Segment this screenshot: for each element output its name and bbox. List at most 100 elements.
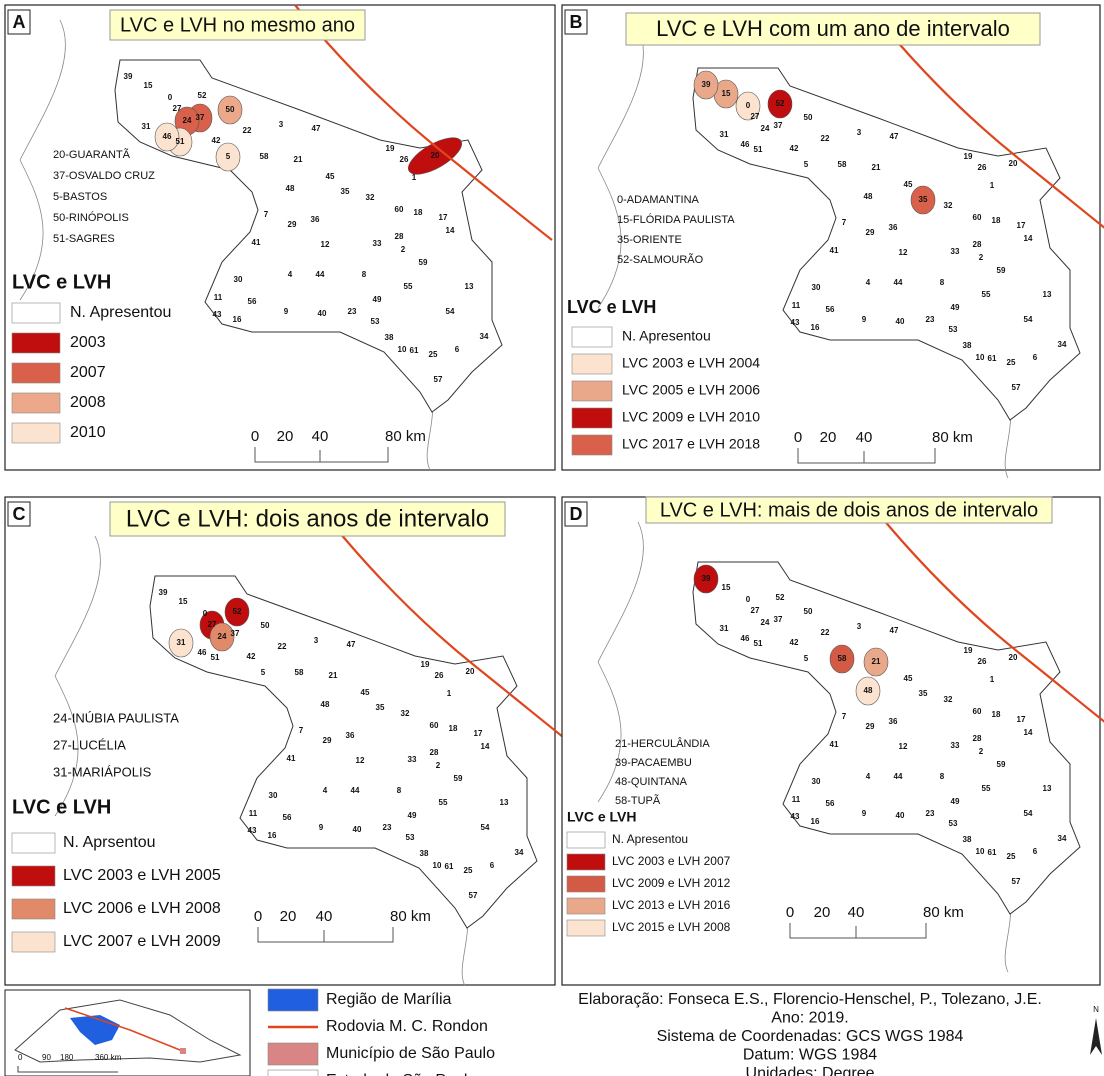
municipality-label: 48 <box>864 686 873 695</box>
scale-label: 20 <box>277 428 294 445</box>
municipality-label: 36 <box>889 223 898 232</box>
municipality-label: 53 <box>371 317 380 326</box>
municipality-label: 6 <box>455 345 460 354</box>
municipality-label: 34 <box>1058 834 1067 843</box>
scale-label: 80 km <box>932 429 973 446</box>
municipality-label: 52 <box>198 91 207 100</box>
municipality-label: 39 <box>702 80 711 89</box>
legend-label: LVC 2003 e LVH 2004 <box>622 355 760 371</box>
municipality-label: 38 <box>963 835 972 844</box>
municipality-label: 22 <box>243 126 252 135</box>
panel-letter: A <box>13 12 26 32</box>
municipality-label: 51 <box>176 137 185 146</box>
municipality-label: 4 <box>288 270 293 279</box>
legend-label: N. Apresentou <box>612 832 688 846</box>
municipality-label: 24 <box>761 124 770 133</box>
municipality-label: 49 <box>951 797 960 806</box>
municipality-label: 45 <box>904 674 913 683</box>
municipality-label: 39 <box>124 72 133 81</box>
municipality-label: 26 <box>400 155 409 164</box>
municipality-label: 58 <box>260 152 269 161</box>
municipality-label: 1 <box>447 689 452 698</box>
municipality-label: 25 <box>1007 852 1016 861</box>
municipality-label: 50 <box>804 607 813 616</box>
municipality-label: 3 <box>857 128 862 137</box>
municipality-label: 7 <box>842 218 847 227</box>
municipality-label: 50 <box>226 105 235 114</box>
legend-label: LVC 2013 e LVH 2016 <box>612 898 731 912</box>
municipality-label: 59 <box>997 760 1006 769</box>
municipality-label: 14 <box>446 226 455 235</box>
municipality-label: 28 <box>395 232 404 241</box>
inset-scale-label: 180 <box>60 1053 74 1062</box>
municipality-label: 19 <box>421 660 430 669</box>
municipality-label: 46 <box>163 132 172 141</box>
legend-swatch <box>567 832 605 848</box>
panel-title: LVC e LVH com um ano de intervalo <box>656 16 1010 41</box>
municipality-label: 18 <box>992 216 1001 225</box>
inset-scale-label: 90 <box>42 1053 51 1062</box>
municipality-label: 46 <box>741 634 750 643</box>
figure: 3915052275024373122347465142192620158215… <box>0 0 1104 1076</box>
legend-label: LVC 2015 e LVH 2008 <box>612 920 731 934</box>
municipality-label: 48 <box>286 184 295 193</box>
legend-label: LVC 2009 e LVH 2010 <box>622 409 760 425</box>
municipality-label: 41 <box>830 740 839 749</box>
municipality-label: 32 <box>366 193 375 202</box>
municipality-label: 40 <box>896 317 905 326</box>
municipality-label: 7 <box>299 726 304 735</box>
municipality-label: 44 <box>894 278 903 287</box>
municipality-label: 28 <box>973 734 982 743</box>
municipality-label: 55 <box>982 290 991 299</box>
municipality-label: 57 <box>469 891 478 900</box>
municipality-label: 1 <box>412 173 417 182</box>
municipality-label: 12 <box>321 240 330 249</box>
municipality-label: 56 <box>826 799 835 808</box>
municipality-label: 9 <box>284 307 289 316</box>
municipality-label: 49 <box>951 303 960 312</box>
municipality-label: 2 <box>436 761 441 770</box>
municipality-label: 39 <box>159 588 168 597</box>
legend-swatch <box>12 393 60 413</box>
legend-title: LVC e LVH <box>12 796 111 818</box>
legend-swatch <box>567 898 605 914</box>
municipality-label: 12 <box>899 742 908 751</box>
municipality-label: 38 <box>420 849 429 858</box>
municipality-label: 10 <box>398 345 407 354</box>
municipality-label: 48 <box>321 700 330 709</box>
municipality-label: 26 <box>978 163 987 172</box>
municipality-label: 18 <box>449 724 458 733</box>
municipality-label: 11 <box>249 809 258 818</box>
scale-label: 80 km <box>390 908 431 925</box>
municipality-label: 29 <box>288 220 297 229</box>
municipality-label: 3 <box>314 636 319 645</box>
municipality-label: 43 <box>213 310 222 319</box>
municipality-label: 6 <box>1033 847 1038 856</box>
municipality-label: 57 <box>1012 383 1021 392</box>
legend-swatch <box>12 363 60 383</box>
municipality-label: 11 <box>214 293 223 302</box>
municipality-label: 42 <box>790 144 799 153</box>
note: 50-RINÓPOLIS <box>53 211 129 224</box>
municipality-label: 16 <box>811 817 820 826</box>
panel: 3915052275024373122347465142192620158215… <box>562 5 1104 478</box>
municipality-label: 35 <box>919 195 928 204</box>
panel-letter: B <box>570 12 583 32</box>
municipality-label: 13 <box>500 798 509 807</box>
municipality-label: 27 <box>751 112 760 121</box>
municipality-label: 30 <box>812 283 821 292</box>
municipality-label: 19 <box>964 152 973 161</box>
legend-label: 2008 <box>70 394 106 411</box>
municipality-label: 30 <box>269 791 278 800</box>
note: 51-SAGRES <box>53 233 115 245</box>
municipality-label: 8 <box>940 772 945 781</box>
municipality-label: 1 <box>990 181 995 190</box>
municipality-label: 54 <box>481 823 490 832</box>
municipality-label: 34 <box>480 332 489 341</box>
municipality-label: 48 <box>864 192 873 201</box>
municipality-label: 44 <box>351 786 360 795</box>
municipality-label: 3 <box>279 120 284 129</box>
municipality-label: 16 <box>811 323 820 332</box>
municipality-label: 11 <box>792 795 801 804</box>
legend-swatch <box>268 1043 318 1065</box>
